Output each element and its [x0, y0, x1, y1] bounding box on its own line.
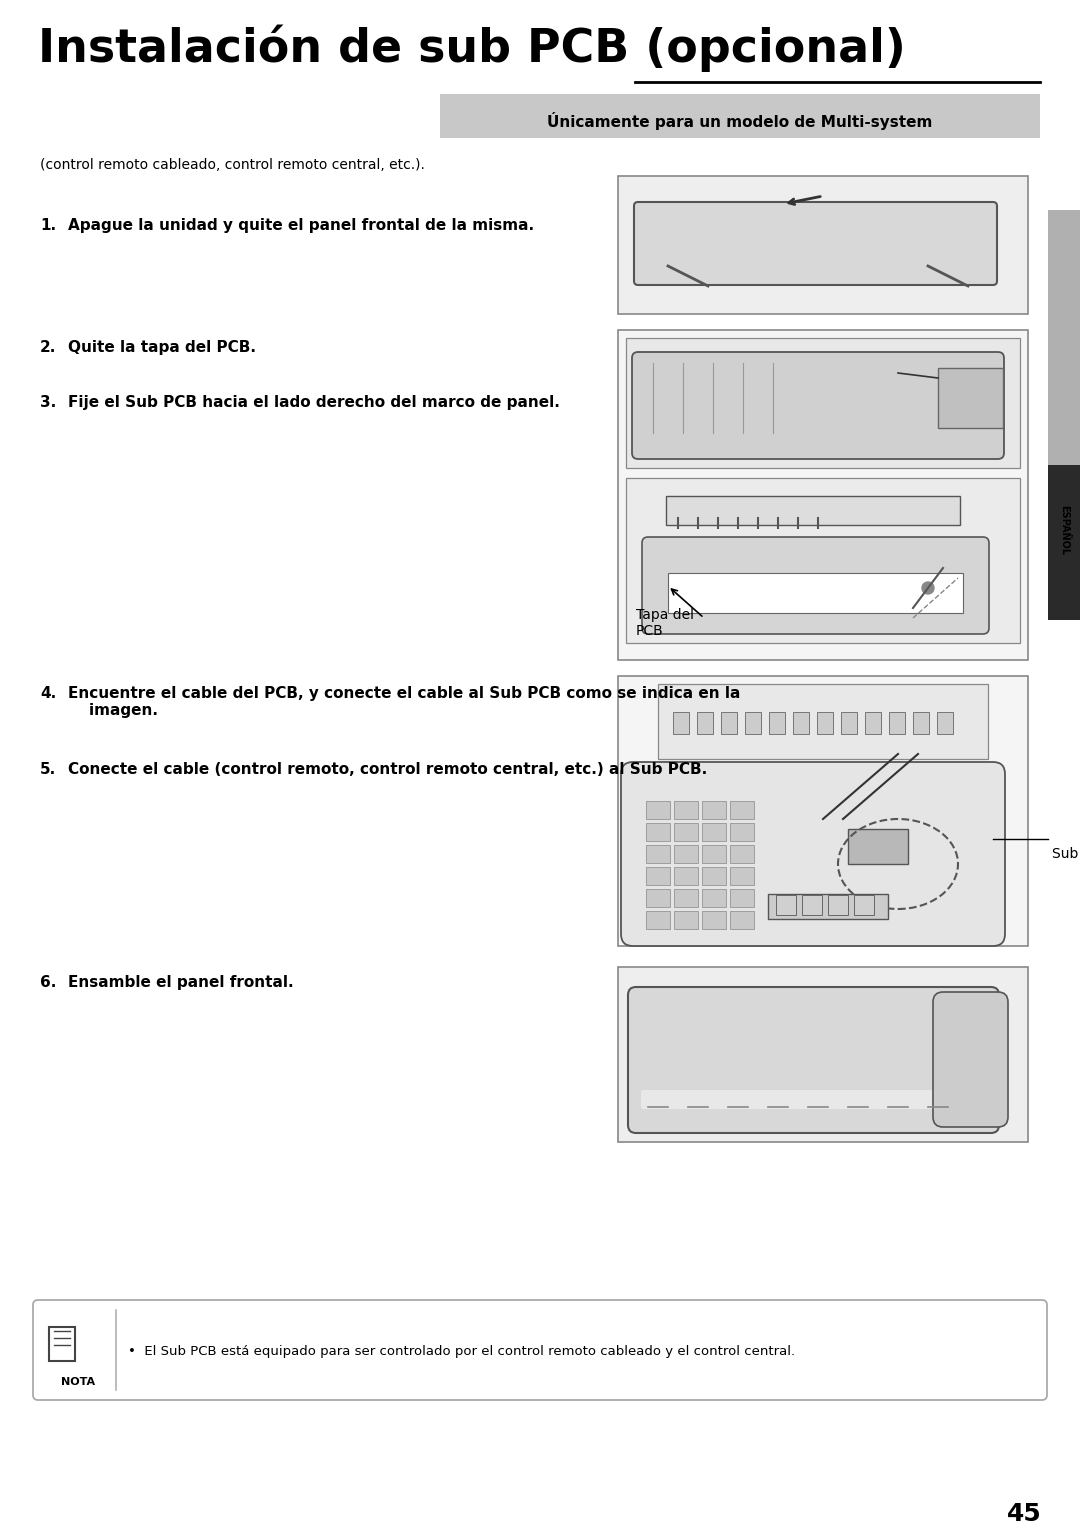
Bar — [646, 889, 670, 907]
Bar — [889, 712, 905, 734]
Text: Apague la unidad y quite el panel frontal de la misma.: Apague la unidad y quite el panel fronta… — [68, 218, 535, 233]
Bar — [854, 895, 874, 915]
Bar — [730, 889, 754, 907]
Bar — [702, 889, 726, 907]
Bar — [674, 867, 698, 885]
Text: ESPAÑOL: ESPAÑOL — [1059, 506, 1069, 555]
Bar — [702, 823, 726, 841]
Text: 2.: 2. — [40, 340, 56, 355]
FancyBboxPatch shape — [658, 683, 988, 758]
Bar — [730, 867, 754, 885]
Bar — [848, 829, 908, 864]
Bar — [702, 867, 726, 885]
Text: 6.: 6. — [40, 974, 56, 990]
FancyBboxPatch shape — [621, 761, 1005, 945]
Bar — [913, 712, 929, 734]
FancyBboxPatch shape — [642, 1089, 985, 1109]
FancyBboxPatch shape — [618, 676, 1028, 945]
Bar — [674, 912, 698, 928]
Text: Ensamble el panel frontal.: Ensamble el panel frontal. — [68, 974, 294, 990]
Text: Conecte el cable (control remoto, control remoto central, etc.) al Sub PCB.: Conecte el cable (control remoto, contro… — [68, 761, 707, 777]
FancyBboxPatch shape — [49, 1327, 75, 1360]
Text: Quite la tapa del PCB.: Quite la tapa del PCB. — [68, 340, 256, 355]
Bar — [730, 801, 754, 820]
Bar — [697, 712, 713, 734]
Bar — [646, 846, 670, 863]
Bar — [865, 712, 881, 734]
FancyBboxPatch shape — [1048, 210, 1080, 490]
Bar — [769, 712, 785, 734]
Bar — [674, 846, 698, 863]
Circle shape — [922, 582, 934, 594]
Bar — [674, 823, 698, 841]
FancyBboxPatch shape — [618, 176, 1028, 314]
FancyBboxPatch shape — [666, 496, 960, 525]
Text: 3.: 3. — [40, 395, 56, 411]
Bar — [702, 846, 726, 863]
FancyBboxPatch shape — [42, 1308, 114, 1391]
Bar — [745, 712, 761, 734]
Bar — [721, 712, 737, 734]
Text: Sub PCB: Sub PCB — [1052, 847, 1080, 861]
FancyBboxPatch shape — [1048, 466, 1080, 620]
Bar — [768, 895, 888, 919]
FancyBboxPatch shape — [626, 478, 1020, 643]
Text: Únicamente para un modelo de Multi-system: Únicamente para un modelo de Multi-syste… — [548, 112, 933, 130]
Text: Tapa del
PCB: Tapa del PCB — [636, 608, 694, 639]
Bar — [646, 912, 670, 928]
Bar — [646, 867, 670, 885]
FancyBboxPatch shape — [626, 339, 1020, 467]
Text: Fije el Sub PCB hacia el lado derecho del marco de panel.: Fije el Sub PCB hacia el lado derecho de… — [68, 395, 559, 411]
Bar — [730, 912, 754, 928]
FancyBboxPatch shape — [618, 329, 1028, 660]
Bar — [802, 895, 822, 915]
FancyBboxPatch shape — [627, 987, 999, 1134]
Bar — [673, 712, 689, 734]
FancyBboxPatch shape — [933, 993, 1008, 1128]
FancyBboxPatch shape — [440, 93, 1040, 138]
Text: 4.: 4. — [40, 686, 56, 702]
Bar — [828, 895, 848, 915]
Bar — [816, 712, 833, 734]
Bar — [674, 801, 698, 820]
Bar — [674, 889, 698, 907]
Text: 5.: 5. — [40, 761, 56, 777]
Text: •  El Sub PCB está equipado para ser controlado por el control remoto cableado y: • El Sub PCB está equipado para ser cont… — [129, 1345, 795, 1357]
Bar — [777, 895, 796, 915]
Text: (control remoto cableado, control remoto central, etc.).: (control remoto cableado, control remoto… — [40, 158, 424, 172]
Text: NOTA: NOTA — [60, 1377, 95, 1386]
FancyBboxPatch shape — [669, 573, 963, 613]
FancyBboxPatch shape — [642, 538, 989, 634]
Bar — [793, 712, 809, 734]
Bar — [730, 846, 754, 863]
Text: 1.: 1. — [40, 218, 56, 233]
FancyBboxPatch shape — [618, 967, 1028, 1141]
FancyBboxPatch shape — [33, 1301, 1047, 1400]
Text: Encuentre el cable del PCB, y conecte el cable al Sub PCB como se indica en la
 : Encuentre el cable del PCB, y conecte el… — [68, 686, 741, 719]
FancyBboxPatch shape — [634, 202, 997, 285]
Bar — [730, 823, 754, 841]
FancyBboxPatch shape — [632, 352, 1004, 460]
Text: Instalación de sub PCB (opcional): Instalación de sub PCB (opcional) — [38, 25, 906, 72]
FancyBboxPatch shape — [939, 368, 1003, 427]
Bar — [937, 712, 953, 734]
Bar — [646, 823, 670, 841]
Bar — [702, 912, 726, 928]
Bar — [841, 712, 858, 734]
Bar — [646, 801, 670, 820]
Bar — [702, 801, 726, 820]
Text: 45: 45 — [1008, 1501, 1042, 1526]
